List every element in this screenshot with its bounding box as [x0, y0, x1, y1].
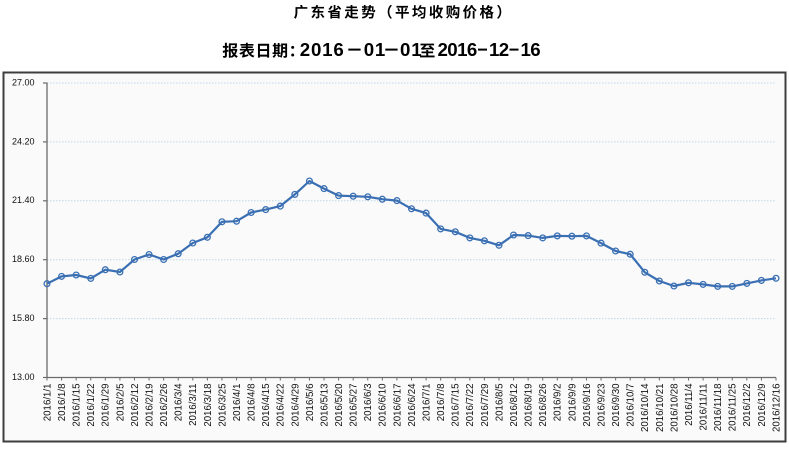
svg-text:2016/2/26: 2016/2/26 [159, 384, 170, 427]
svg-text:2016/8/19: 2016/8/19 [524, 384, 535, 427]
svg-text:01: 01 [400, 39, 422, 60]
svg-text:2016/12/2: 2016/12/2 [742, 384, 753, 427]
svg-text:2016/8/12: 2016/8/12 [509, 384, 520, 427]
svg-text:2016/4/22: 2016/4/22 [276, 384, 287, 427]
svg-text:2016/9/9: 2016/9/9 [567, 384, 578, 422]
svg-text:2016/5/20: 2016/5/20 [334, 383, 345, 427]
svg-text:2016/9/2: 2016/9/2 [553, 384, 564, 422]
svg-text:2016/5/13: 2016/5/13 [319, 384, 330, 427]
svg-text:2016/2/5: 2016/2/5 [115, 384, 126, 422]
svg-text:21.40: 21.40 [12, 195, 35, 205]
svg-text:2016/1/29: 2016/1/29 [101, 384, 112, 427]
svg-text:2016/6/10: 2016/6/10 [378, 383, 389, 427]
svg-text:2016/6/24: 2016/6/24 [407, 383, 418, 427]
svg-text:2016/12/16: 2016/12/16 [771, 384, 782, 433]
svg-text:2016/2/12: 2016/2/12 [130, 384, 141, 427]
svg-text:2016: 2016 [300, 39, 345, 60]
svg-text:2016/3/4: 2016/3/4 [174, 383, 185, 421]
svg-text:2016/7/1: 2016/7/1 [421, 384, 432, 422]
svg-text:2016/5/27: 2016/5/27 [349, 384, 360, 427]
svg-text:2016/10/14: 2016/10/14 [640, 383, 651, 432]
svg-text:2016/9/16: 2016/9/16 [582, 384, 593, 427]
svg-text:2016/2/19: 2016/2/19 [144, 384, 155, 427]
svg-text:12: 12 [489, 39, 509, 60]
svg-text:2016/11/25: 2016/11/25 [728, 384, 739, 432]
svg-text:2016/1/22: 2016/1/22 [86, 384, 97, 427]
svg-text:15.80: 15.80 [12, 313, 35, 323]
svg-text:2016/4/1: 2016/4/1 [232, 384, 243, 422]
svg-text:2016: 2016 [438, 39, 477, 60]
svg-text:2016/7/8: 2016/7/8 [436, 384, 447, 422]
svg-text:18.60: 18.60 [12, 254, 35, 264]
svg-text:2016/4/8: 2016/4/8 [247, 384, 258, 422]
svg-text:2016/8/26: 2016/8/26 [538, 384, 549, 427]
svg-text:2016/3/11: 2016/3/11 [188, 384, 199, 426]
svg-text:2016/10/7: 2016/10/7 [626, 384, 637, 427]
svg-text:2016/6/17: 2016/6/17 [392, 384, 403, 427]
svg-text:2016/4/29: 2016/4/29 [290, 384, 301, 427]
svg-text:27.00: 27.00 [12, 77, 35, 87]
svg-text:2016/7/29: 2016/7/29 [480, 384, 491, 427]
svg-text:2016/11/11: 2016/11/11 [699, 384, 710, 431]
svg-text:2016/11/4: 2016/11/4 [684, 383, 695, 426]
svg-text:2016/1/1: 2016/1/1 [42, 384, 53, 422]
svg-text:2016/9/30: 2016/9/30 [611, 383, 622, 427]
svg-text:2016/7/15: 2016/7/15 [451, 384, 462, 427]
svg-text:2016/5/6: 2016/5/6 [305, 384, 316, 422]
svg-text:24.20: 24.20 [12, 136, 35, 146]
svg-text:13.00: 13.00 [12, 372, 35, 382]
svg-text:2016/8/5: 2016/8/5 [494, 384, 505, 422]
svg-text:2016/1/15: 2016/1/15 [72, 384, 83, 427]
svg-text:2016/10/21: 2016/10/21 [655, 384, 666, 433]
svg-text:2016/6/3: 2016/6/3 [363, 384, 374, 422]
svg-text:01: 01 [364, 39, 386, 60]
svg-text:2016/7/22: 2016/7/22 [465, 384, 476, 427]
svg-text:2016/12/9: 2016/12/9 [757, 384, 768, 427]
svg-text:16: 16 [521, 39, 541, 60]
svg-text:2016/3/18: 2016/3/18 [203, 384, 214, 427]
svg-text:2016/3/25: 2016/3/25 [217, 384, 228, 427]
svg-text:2016/9/23: 2016/9/23 [596, 384, 607, 427]
svg-text:2016/1/8: 2016/1/8 [57, 384, 68, 422]
svg-text:2016/4/15: 2016/4/15 [261, 384, 272, 427]
svg-text:2016/10/28: 2016/10/28 [669, 384, 680, 433]
svg-text:2016/11/18: 2016/11/18 [713, 384, 724, 432]
